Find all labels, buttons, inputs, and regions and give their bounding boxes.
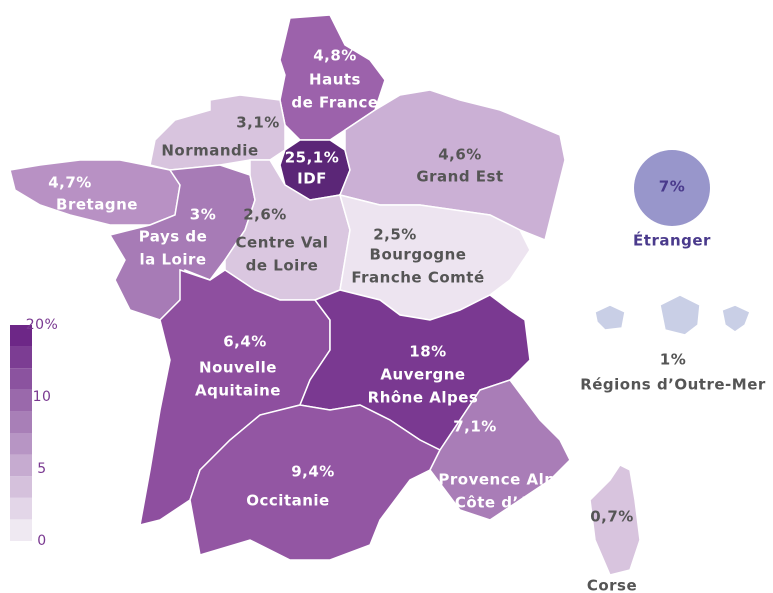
region-name: IDF [297,170,327,188]
region-name: Corse [587,577,637,593]
legend-swatch [10,476,32,498]
region-name: Occitanie [246,492,329,510]
region-value: 0,7% [590,508,634,526]
region-value: 1% [660,351,686,369]
region-value: 4,6% [438,146,482,164]
region-name: Nouvelle [199,359,277,377]
region [149,94,286,171]
region-value: 7% [659,178,685,196]
region-name: Étranger [633,231,711,250]
region-value: 4,7% [48,174,92,192]
legend-swatch [10,389,32,412]
region-value: 25,1% [285,149,340,167]
region-value: 2,5% [373,226,417,244]
region-name: Provence Alpes [438,471,575,489]
region-value: 6,4% [223,333,267,351]
legend-label: 0 [37,533,46,549]
legend-label: 20% [26,317,59,333]
legend-label: 5 [37,461,46,477]
legend-swatch [10,454,32,477]
region-name: Rhône Alpes [368,389,479,407]
region [589,464,641,576]
region-name: Bretagne [56,196,138,214]
legend-swatch [10,433,32,455]
legend-swatch [10,519,32,541]
region [279,14,386,141]
region-name: la Loire [139,251,206,269]
region-value: 9,4% [291,463,335,481]
region-name: Normandie [161,142,258,160]
region-value: 2,6% [243,206,287,224]
region-name: Centre Val [236,234,329,252]
legend-label: 10 [33,389,52,405]
region-name: Grand Est [416,168,503,186]
region-name: Hauts [309,71,361,89]
region-value: 3,1% [236,114,280,132]
legend-swatch [10,346,32,369]
region-name: de Loire [246,257,319,275]
region-name: Auvergne [380,366,465,384]
region-value: 7,1% [453,418,497,436]
region-name: Bourgogne [370,246,467,264]
legend-swatch [10,368,32,390]
legend-swatch [10,325,32,347]
legend-swatch [10,411,32,433]
region-value: 3% [190,206,216,224]
region-circle [634,150,710,226]
region-value: 18% [409,343,446,361]
legend-swatch [10,497,32,520]
region [9,159,181,226]
region-value: 4,8% [313,47,357,65]
region-name: Aquitaine [195,382,281,400]
region-name: Côte d’Azur [455,494,559,512]
region-name: de France [291,94,378,112]
region-name: Régions d’Outre-Mer [580,376,766,394]
region-name: Pays de [139,228,208,246]
region [594,294,751,336]
region [429,379,571,521]
region-name: Franche Comté [351,269,484,287]
